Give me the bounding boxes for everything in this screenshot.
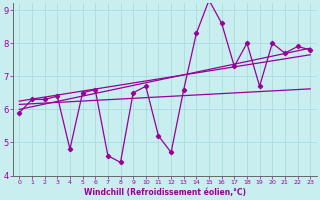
X-axis label: Windchill (Refroidissement éolien,°C): Windchill (Refroidissement éolien,°C) bbox=[84, 188, 246, 197]
